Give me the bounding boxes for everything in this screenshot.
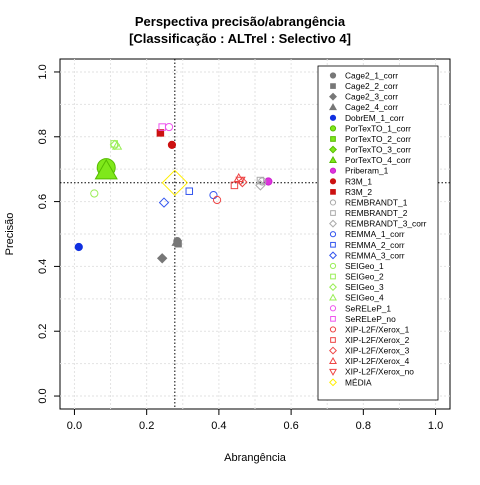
data-point — [91, 190, 98, 197]
legend-label: REMBRANDT_3_corr — [345, 219, 427, 229]
x-tick-label: 0.6 — [283, 420, 298, 432]
y-tick-label: 0.4 — [37, 259, 49, 274]
data-point — [75, 243, 82, 250]
legend-label: XIP-L2F/Xerox_2 — [345, 335, 410, 345]
x-tick-label: 0.2 — [139, 420, 154, 432]
data-point — [160, 198, 169, 207]
legend-label: SeRELeP_1 — [345, 303, 391, 313]
legend-label: Cage2_1_corr — [345, 71, 398, 81]
data-point — [186, 188, 192, 194]
legend-label: R3M_2 — [345, 187, 372, 197]
legend-label: XIP-L2F/Xerox_3 — [345, 346, 410, 356]
legend-marker — [331, 84, 336, 89]
legend-label: SEIGeo_4 — [345, 293, 384, 303]
legend-label: R3M_1 — [345, 176, 372, 186]
legend-marker — [330, 115, 335, 120]
y-tick-label: 0.8 — [37, 129, 49, 144]
legend-marker — [331, 190, 336, 195]
legend-label: PorTexTO_2_corr — [345, 134, 411, 144]
data-point — [213, 196, 220, 203]
legend-label: REMMA_2_corr — [345, 240, 405, 250]
legend-label: Cage2_2_corr — [345, 81, 398, 91]
x-tick-label: 0.4 — [211, 420, 226, 432]
data-point — [158, 254, 167, 263]
legend-marker — [331, 137, 336, 142]
y-tick-label: 0.0 — [37, 388, 49, 403]
legend-label: XIP-L2F/Xerox_1 — [345, 324, 410, 334]
legend-label: PorTexTO_4_corr — [345, 155, 411, 165]
chart-subtitle: [Classificação : ALTrel : Selectivo 4] — [129, 31, 351, 46]
legend-label: SEIGeo_2 — [345, 272, 384, 282]
legend-marker — [330, 126, 335, 131]
y-tick-label: 0.2 — [37, 324, 49, 339]
legend-label: REMBRANDT_2 — [345, 208, 408, 218]
x-tick-label: 0.0 — [67, 420, 82, 432]
legend-label: SEIGeo_1 — [345, 261, 384, 271]
legend-label: SeRELeP_no — [345, 314, 396, 324]
x-tick-label: 1.0 — [428, 420, 443, 432]
legend-label: REMBRANDT_1 — [345, 197, 408, 207]
legend-label: Cage2_4_corr — [345, 102, 398, 112]
legend-marker — [330, 179, 335, 184]
legend-marker — [330, 73, 335, 78]
legend-label: REMMA_1_corr — [345, 229, 405, 239]
chart-title: Perspectiva precisão/abrangência — [135, 14, 346, 29]
legend-label: XIP-L2F/Xerox_4 — [345, 356, 410, 366]
legend-label: REMMA_3_corr — [345, 250, 405, 260]
y-axis-label: Precisão — [4, 213, 16, 256]
legend-label: PorTexTO_3_corr — [345, 145, 411, 155]
legend-label: Cage2_3_corr — [345, 92, 398, 102]
y-tick-label: 0.6 — [37, 194, 49, 209]
data-point — [168, 141, 175, 148]
legend-label: XIP-L2F/Xerox_no — [345, 367, 414, 377]
x-tick-label: 0.8 — [356, 420, 371, 432]
legend-marker — [330, 168, 335, 173]
data-points — [75, 123, 272, 262]
y-tick-label: 1.0 — [37, 64, 49, 79]
legend-label: DobrEM_1_corr — [345, 113, 404, 123]
legend-label: SEIGeo_3 — [345, 282, 384, 292]
data-point — [210, 192, 217, 199]
legend-label: Priberam_1 — [345, 166, 389, 176]
legend-label: MÉDIA — [345, 377, 372, 387]
legend-label: PorTexTO_1_corr — [345, 123, 411, 133]
x-axis-label: Abrangência — [224, 452, 287, 464]
data-point — [165, 123, 172, 130]
